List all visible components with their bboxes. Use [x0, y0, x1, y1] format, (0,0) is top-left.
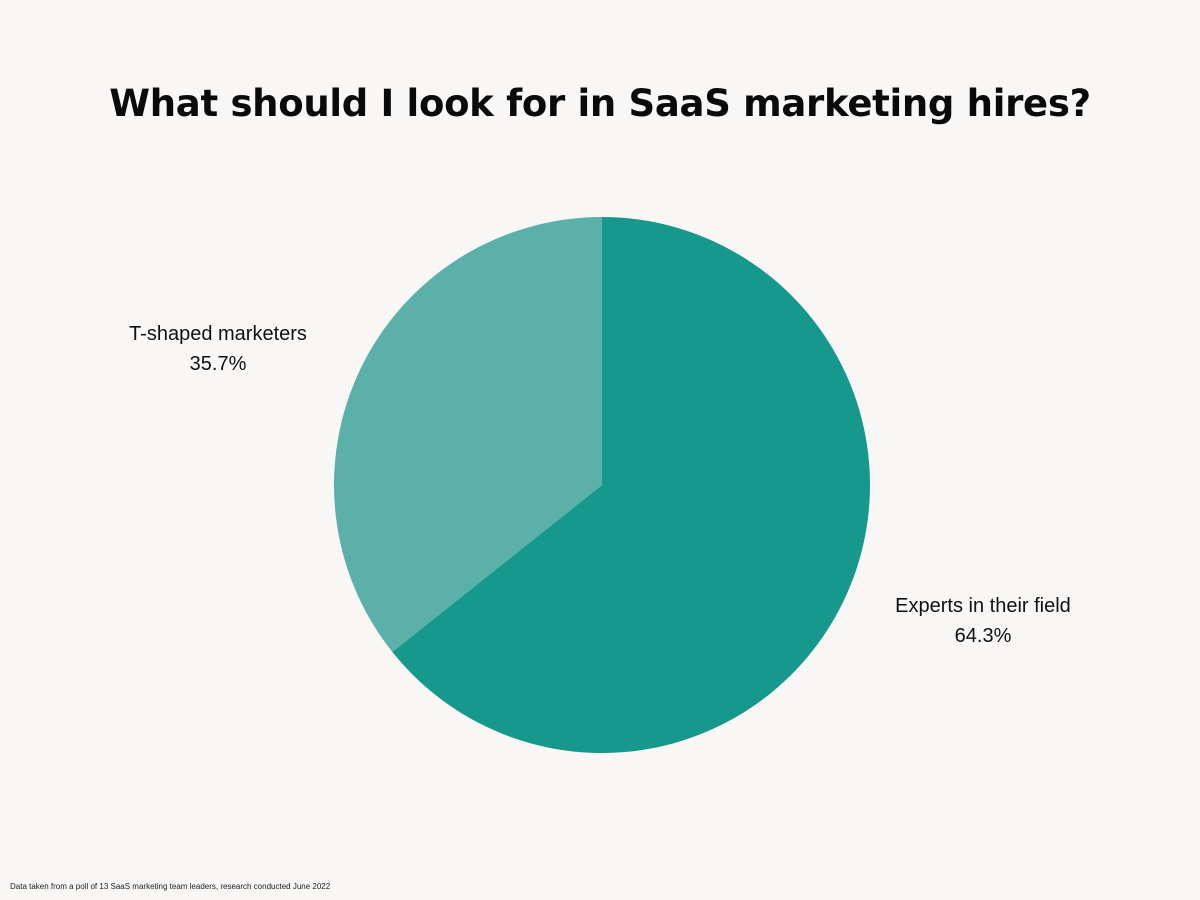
- pie-slice-t-shaped: [333, 217, 602, 652]
- slice-label-t-shaped-name: T-shaped marketers: [129, 323, 307, 345]
- slice-label-experts: Experts in their field 64.3%: [860, 591, 1106, 651]
- footnote: Data taken from a poll of 13 SaaS market…: [10, 882, 331, 891]
- slice-label-experts-value: 64.3%: [954, 625, 1012, 647]
- slice-label-t-shaped-value: 35.7%: [189, 353, 247, 375]
- slice-label-t-shaped: T-shaped marketers 35.7%: [95, 319, 341, 379]
- chart-title: What should I look for in SaaS marketing…: [109, 82, 1091, 125]
- slice-label-experts-name: Experts in their field: [895, 595, 1071, 617]
- pie-slice-experts: [392, 217, 870, 753]
